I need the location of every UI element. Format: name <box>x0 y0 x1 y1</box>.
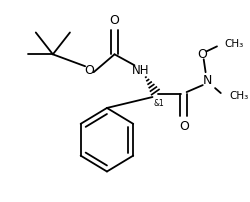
Text: NH: NH <box>132 64 149 77</box>
Text: O: O <box>196 48 206 61</box>
Text: CH₃: CH₃ <box>224 39 243 49</box>
Text: &1: &1 <box>153 99 164 108</box>
Text: CH₃: CH₃ <box>228 91 248 101</box>
Text: O: O <box>109 14 119 27</box>
Text: N: N <box>202 74 211 87</box>
Text: O: O <box>178 120 188 133</box>
Text: O: O <box>84 64 94 77</box>
